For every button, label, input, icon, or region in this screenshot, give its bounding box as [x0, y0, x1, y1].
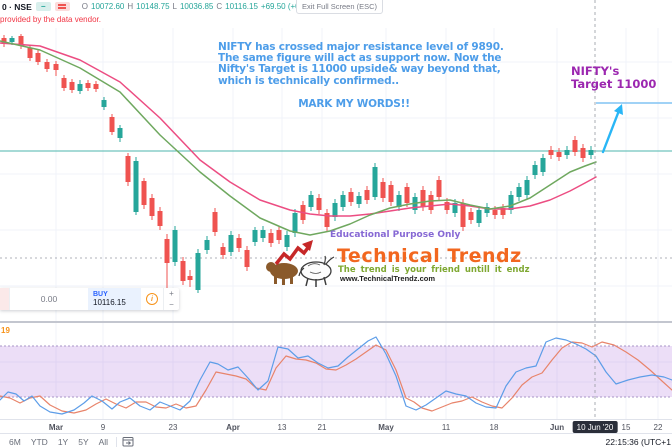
x-axis-label: Jun: [549, 423, 565, 432]
calendar-icon: [122, 437, 134, 447]
symbol-title[interactable]: 0 · NSE: [2, 1, 32, 12]
sell-button-partial[interactable]: [0, 288, 9, 310]
annotation-line-4: which is technically confirmed..: [218, 74, 399, 87]
annotation-line-3: Nifty's Target is 11000 upside& way beyo…: [218, 63, 501, 76]
goto-date-button[interactable]: [122, 436, 134, 447]
oscillator-legend-value: 19: [1, 326, 10, 335]
range-button-1y[interactable]: 1Y: [57, 436, 69, 447]
range-button-6m[interactable]: 6M: [9, 436, 21, 447]
x-axis-label: Apr: [226, 423, 240, 432]
close-label: C: [216, 2, 223, 11]
x-axis-label: May: [378, 423, 394, 432]
buy-label: BUY: [93, 291, 108, 298]
high-label: H: [127, 2, 134, 11]
last-bar-date-badge: 10 Jun '20: [572, 421, 618, 433]
range-button-5y[interactable]: 5Y: [78, 436, 89, 447]
pane-resize-handle[interactable]: [0, 321, 672, 323]
x-axis-label: Mar: [48, 423, 64, 432]
low-label: L: [172, 2, 177, 11]
annotation-line-2: The same figure will act as support now.…: [218, 52, 502, 65]
clock-timestamp[interactable]: 22:15:36 (UTC+1: [605, 437, 671, 447]
chart-legend: 0 · NSE − O 10072.60 H 10148.75 L 10036.85 …: [2, 1, 321, 12]
bottom-toolbar: 6M YTD 1Y 5Y All 22:15:36 (UTC+1: [0, 433, 672, 448]
annotation-emphasis: MARK MY WORDS!!: [298, 97, 410, 110]
x-axis-label: 11: [441, 423, 451, 432]
watermark-website: www.TechnicalTrendz.com: [340, 274, 436, 283]
buy-price: 10116.15: [93, 298, 126, 307]
main-chart[interactable]: [0, 0, 672, 419]
analysis-annotation: NIFTY has crossed major resistance level…: [218, 41, 504, 110]
watermark-tagline: The trend is your friend untill it endz: [338, 265, 530, 275]
vendor-notice: provided by the data vendor.: [0, 15, 101, 24]
stepper-minus-button[interactable]: −: [169, 299, 174, 309]
x-axis-label: 13: [277, 423, 287, 432]
x-axis-label: 22: [653, 423, 663, 432]
annotation-line-1: NIFTY has crossed major resistance level…: [218, 41, 504, 53]
stepper-plus-button[interactable]: +: [169, 288, 174, 298]
target-line-1: NIFTY's: [571, 64, 620, 78]
trade-info-button[interactable]: i: [141, 288, 163, 310]
quantity-field[interactable]: 0.00: [9, 288, 88, 310]
buy-button[interactable]: BUY 10116.15: [88, 288, 141, 310]
x-axis-label: 23: [168, 423, 178, 432]
change-value: +69.50 (+0.69%): [260, 2, 321, 11]
trade-panel: 0.00 BUY 10116.15 i + −: [0, 288, 179, 310]
x-axis-label: 18: [489, 423, 499, 432]
legend-collapse-icon[interactable]: −: [35, 2, 51, 11]
x-axis-label: 15: [621, 423, 631, 432]
x-axis-label: 9: [100, 423, 106, 432]
quantity-stepper: + −: [163, 288, 179, 310]
low-value: 10036.85: [179, 2, 214, 11]
open-label: O: [81, 2, 88, 11]
watermark-logo: [266, 240, 335, 287]
open-value: 10072.60: [91, 2, 125, 11]
time-axis[interactable]: Mar 9 23 Apr 13 21 May 11 18 Jun 15 22 10 Jun '20: [0, 419, 672, 434]
target-line-2: Target 11000: [571, 77, 657, 91]
ohlc-readout: O 10072.60 H 10148.75 L 10036.85 C 10116.15 …: [82, 2, 321, 11]
close-value: 10116.15: [225, 2, 258, 11]
range-button-ytd[interactable]: YTD: [30, 436, 48, 447]
watermark-brand: Technical Trendz: [337, 245, 522, 267]
x-axis-label: 21: [317, 423, 327, 432]
exit-fullscreen-tooltip: Exit Full Screen (ESC): [296, 0, 384, 14]
info-icon: i: [146, 293, 158, 305]
toolbar-divider: [116, 436, 118, 447]
range-button-all[interactable]: All: [98, 436, 109, 447]
high-value: 10148.75: [136, 2, 170, 11]
range-selector: 6M YTD 1Y 5Y All: [0, 436, 111, 448]
legend-menu-icon[interactable]: [54, 2, 70, 11]
watermark-purpose: Educational Purpose Only: [330, 230, 461, 240]
target-annotation: NIFTY's Target 11000: [571, 65, 656, 91]
